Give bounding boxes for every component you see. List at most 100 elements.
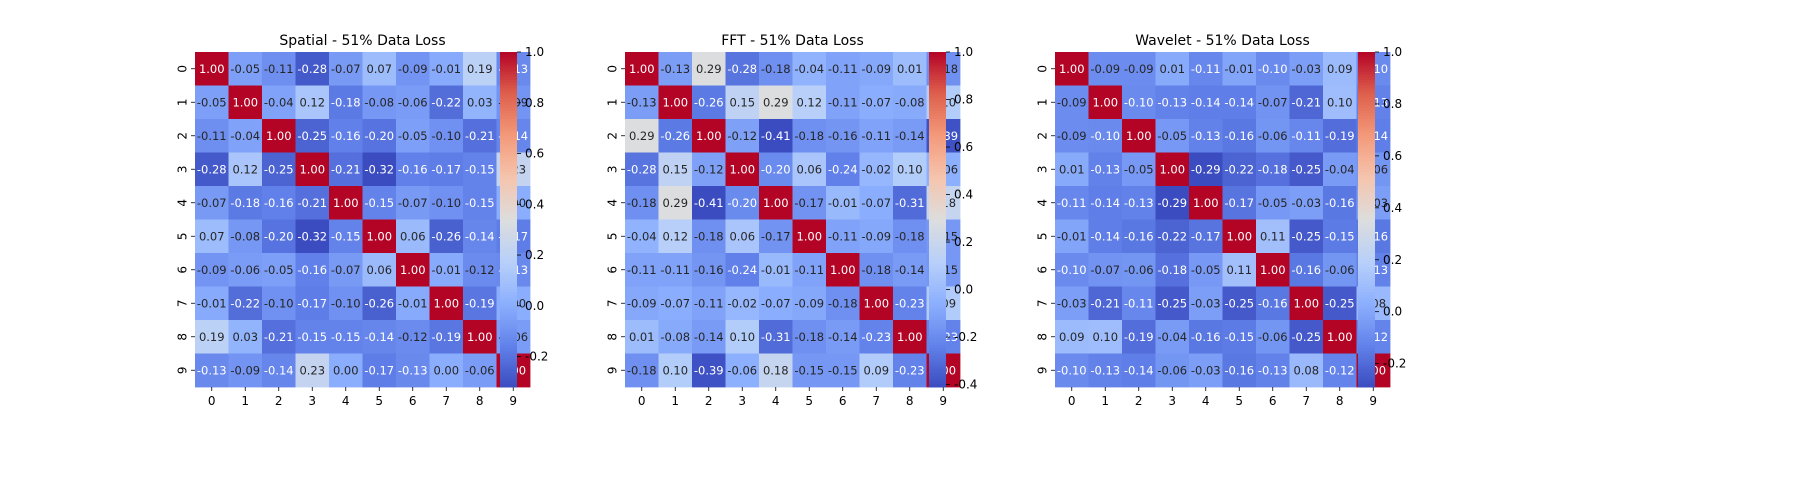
cell-value-label: 0.09 (863, 363, 889, 377)
heatmap-cell (429, 320, 464, 354)
colorbar-segment (929, 294, 946, 299)
colorbar-segment (500, 311, 517, 315)
cell-value-label: -0.22 (1157, 229, 1187, 243)
colorbar-segment (929, 74, 946, 78)
heatmap-cell (625, 320, 659, 354)
colorbar-segment (500, 82, 517, 86)
y-tick-label: 9 (1036, 366, 1050, 374)
heatmap-cell (692, 353, 726, 388)
heatmap-cell (658, 286, 693, 321)
colorbar-segment (929, 241, 946, 246)
cell-value-label: -0.16 (398, 162, 428, 176)
heatmap-cell (1189, 119, 1223, 153)
cell-value-label: -0.04 (230, 129, 260, 143)
colorbar-segment (929, 52, 946, 56)
cell-value-label: 0.11 (1260, 229, 1286, 243)
heatmap-cell (228, 320, 263, 354)
colorbar-segment (500, 350, 517, 354)
colorbar-segment (929, 116, 946, 120)
colorbar-segment (929, 158, 946, 162)
colorbar-segment (500, 286, 517, 290)
heatmap-cell (1289, 119, 1324, 153)
cell-value-label: -0.05 (1191, 263, 1221, 277)
cell-value-label: -0.11 (1191, 62, 1221, 76)
heatmap-cell (1088, 85, 1123, 120)
cell-value-label: -0.25 (1291, 162, 1321, 176)
x-tick-label: 2 (705, 394, 713, 408)
heatmap-cell (396, 253, 430, 287)
colorbar-segment (1358, 144, 1375, 148)
cell-value-label: -0.07 (1258, 95, 1288, 109)
cell-value-label: 0.00 (333, 363, 359, 377)
colorbar-segment (500, 57, 517, 61)
cell-value-label: -0.18 (794, 129, 824, 143)
heatmap-cell (1256, 119, 1290, 153)
cell-value-label: -0.14 (465, 229, 495, 243)
cell-value-label: -0.13 (660, 62, 690, 76)
colorbar-segment (929, 264, 946, 268)
cell-value-label: 0.29 (629, 129, 655, 143)
colorbar-segment (500, 297, 517, 301)
cell-value-label: -0.25 (1224, 296, 1254, 310)
colorbar-segment (929, 188, 946, 193)
x-tick-label: 5 (375, 394, 383, 408)
colorbar-segment (500, 213, 517, 218)
heatmap-cell (1323, 253, 1357, 287)
colorbar-tick-label: 0.6 (1383, 149, 1402, 163)
heatmap-cell (658, 152, 693, 187)
cell-value-label: -0.32 (297, 229, 327, 243)
heatmap-cell (429, 353, 464, 388)
colorbar-tick-label: 1.0 (1383, 45, 1402, 59)
heatmap-cell (329, 119, 363, 153)
colorbar-segment (929, 225, 946, 229)
cell-value-label: 1.00 (1193, 196, 1219, 210)
cell-value-label: 1.00 (333, 196, 359, 210)
colorbar-segment (500, 266, 517, 271)
cell-value-label: 1.00 (266, 129, 292, 143)
colorbar-segment (929, 65, 946, 70)
cell-value-label: -0.18 (895, 229, 925, 243)
heatmap-cell (1289, 320, 1324, 354)
heatmap-cell (759, 186, 793, 220)
colorbar-tick-label: 0.2 (525, 248, 544, 262)
heatmap-cell (396, 353, 430, 388)
cell-value-label: 0.08 (1293, 363, 1319, 377)
colorbar-segment (1358, 74, 1375, 78)
cell-value-label: 0.29 (696, 62, 722, 76)
cell-value-label: -0.26 (660, 129, 690, 143)
heatmap-cell (792, 152, 827, 187)
colorbar-segment (929, 255, 946, 260)
cell-value-label: 0.01 (1059, 162, 1085, 176)
heatmap-cell (396, 152, 430, 187)
cell-value-label: 1.00 (299, 162, 325, 176)
heatmap-cell (1323, 286, 1357, 321)
colorbar-segment (929, 160, 946, 165)
colorbar-segment (500, 124, 517, 128)
colorbar-segment (500, 127, 517, 131)
cell-value-label: -0.21 (264, 330, 294, 344)
colorbar-segment (1358, 264, 1375, 268)
heatmap-cell (329, 52, 363, 86)
colorbar-segment (1358, 308, 1375, 313)
cell-value-label: -0.14 (895, 263, 925, 277)
cell-value-label: -0.11 (861, 129, 891, 143)
colorbar-segment (929, 227, 946, 232)
colorbar-segment (500, 63, 517, 67)
heatmap-cell (859, 253, 894, 287)
heatmap-cell (725, 286, 760, 321)
colorbar-segment (500, 208, 517, 212)
cell-value-label: -0.03 (1291, 196, 1321, 210)
heatmap-cell (429, 119, 464, 153)
cell-value-label: -0.01 (1057, 229, 1087, 243)
cell-value-label: -0.10 (1090, 129, 1120, 143)
colorbar-segment (1358, 375, 1375, 380)
colorbar-segment (500, 342, 517, 346)
cell-value-label: 0.12 (299, 95, 325, 109)
heatmap-cell (692, 85, 726, 120)
colorbar-segment (500, 227, 517, 232)
colorbar-segment (500, 303, 517, 307)
heatmap-cell (1222, 52, 1257, 86)
cell-value-label: -0.23 (895, 296, 925, 310)
heatmap-cell (262, 286, 296, 321)
